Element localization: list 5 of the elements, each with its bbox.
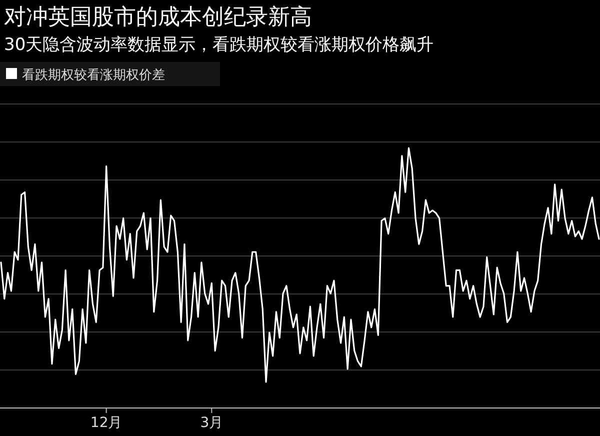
x-tick-label: 12月	[90, 415, 122, 431]
x-tick-label: 3月	[200, 415, 224, 431]
chart-title: 对冲英国股市的成本创纪录新高	[4, 5, 312, 30]
chart-subtitle: 30天隐含波动率数据显示，看跌期权较看涨期权价格飙升	[4, 35, 434, 55]
legend-label: 看跌期权较看涨期权价差	[22, 68, 165, 83]
